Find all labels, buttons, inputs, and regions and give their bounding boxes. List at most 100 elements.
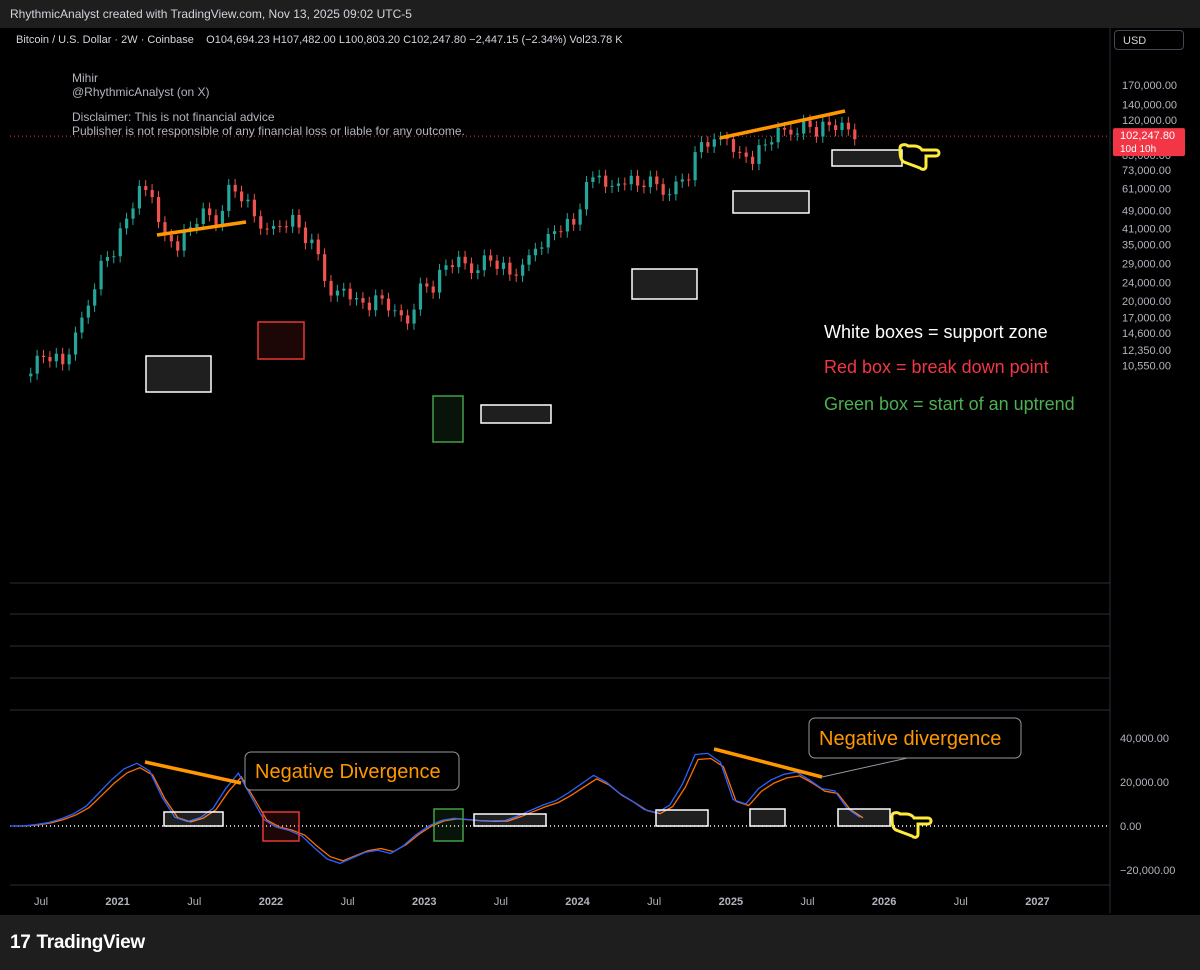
candle-body	[35, 355, 39, 374]
candle-body	[495, 260, 499, 269]
candle-body	[840, 122, 844, 131]
candle-body	[67, 354, 71, 365]
candle-body	[616, 183, 621, 186]
candle-body	[731, 139, 736, 152]
attribution-bar: RhythmicAnalyst created with TradingView…	[0, 0, 1200, 28]
candle-body	[610, 185, 614, 187]
candle-body	[386, 298, 391, 311]
candle-body	[278, 226, 282, 228]
candle-body	[73, 332, 78, 355]
candle-body	[163, 222, 167, 236]
candle-body	[463, 256, 467, 264]
negative-divergence-callout-box	[244, 751, 460, 791]
candle-body	[93, 289, 97, 306]
uptrend-box	[432, 395, 464, 443]
time-axis-label: 2022	[259, 896, 283, 908]
price-axis-label: 41,000.00	[1122, 224, 1171, 236]
time-axis-label: 2024	[565, 896, 590, 908]
candle-body	[687, 179, 691, 181]
candle-body	[751, 156, 755, 164]
current-price-value: 102,247.80	[1120, 130, 1175, 142]
candle-body	[712, 139, 716, 147]
axes: 170,000.00140,000.00120,000.0085,000.007…	[34, 80, 1185, 908]
indicator-pane: Negative Divergence Negative divergence	[10, 717, 1110, 865]
candle-body	[425, 283, 429, 287]
candle-body	[99, 260, 103, 290]
candle-body	[112, 256, 116, 258]
negative-divergence-callout-label: Negative Divergence	[255, 761, 441, 783]
candle-body	[156, 197, 161, 223]
candle-body	[361, 298, 365, 303]
candle-body	[655, 176, 659, 185]
candle-body	[527, 255, 531, 265]
author-name: Mihir	[72, 71, 98, 85]
candle-body	[438, 269, 442, 293]
candle-body	[284, 226, 288, 228]
candle-body	[367, 302, 371, 311]
time-axis-label: 2025	[719, 896, 743, 908]
candle-body	[297, 214, 301, 228]
pointing-hand-icon	[898, 143, 941, 171]
candle-body	[354, 298, 359, 300]
negative-divergence-callout-label: Negative divergence	[819, 728, 1001, 750]
indicator-zone-box	[433, 808, 464, 842]
candle-body	[565, 218, 569, 232]
disclaimer-line-1: Disclaimer: This is not financial advice	[72, 110, 275, 124]
candle-body	[489, 255, 493, 261]
price-axis-label: 14,600.00	[1122, 328, 1171, 340]
price-axis-label: 73,000.00	[1122, 165, 1171, 177]
candle-body	[521, 264, 525, 276]
candle-body	[782, 127, 787, 130]
indicator-main-line	[10, 752, 861, 865]
candle-body	[795, 133, 799, 135]
candle-body	[661, 184, 665, 195]
candle-body	[546, 233, 550, 248]
currency-button[interactable]: USD	[1114, 30, 1184, 50]
candle-body	[514, 274, 518, 276]
candle-body	[42, 355, 46, 358]
indicator-axis-label: 20,000.00	[1120, 777, 1169, 789]
candle-body	[431, 286, 435, 293]
grid-layer	[10, 28, 1111, 913]
candle-body	[259, 216, 263, 229]
candle-body	[469, 263, 474, 274]
price-axis-label: 29,000.00	[1122, 259, 1171, 271]
candle-body	[591, 177, 595, 182]
candle-body	[553, 231, 557, 234]
candle-body	[680, 179, 684, 182]
time-axis-label: Jul	[34, 896, 48, 908]
candle-body	[227, 184, 231, 211]
candle-body	[214, 215, 218, 225]
ohlc-values: O104,694.23 H107,482.00 L100,803.20 C102…	[206, 34, 623, 46]
candle-body	[399, 310, 403, 316]
indicator-axis-label: −20,000.00	[1120, 865, 1175, 877]
candle-body	[252, 199, 256, 217]
candle-body	[418, 283, 423, 310]
candle-body	[86, 305, 90, 318]
price-axis-label: 140,000.00	[1122, 99, 1177, 111]
candle-body	[393, 310, 397, 312]
candle-body	[846, 122, 851, 130]
zone-boxes	[145, 149, 903, 443]
chart-svg[interactable]: 170,000.00140,000.00120,000.0085,000.007…	[0, 0, 1200, 915]
candle-body	[329, 280, 333, 296]
candle-body	[457, 256, 461, 268]
candle-body	[271, 226, 276, 229]
attribution-text: RhythmicAnalyst created with TradingView…	[10, 7, 412, 21]
price-axis-label: 17,000.00	[1122, 313, 1171, 325]
indicator-zone-box	[655, 809, 709, 827]
candle-body	[834, 125, 838, 131]
candle-body	[291, 214, 295, 227]
symbol-name: Bitcoin / U.S. Dollar · 2W · Coinbase	[16, 34, 194, 46]
candle-body	[406, 315, 410, 324]
pointing-hand-icon	[890, 811, 933, 839]
candle-body	[763, 144, 767, 146]
candle-body	[80, 317, 84, 333]
candle-body	[323, 254, 327, 281]
candle-body	[629, 175, 633, 185]
overlays	[156, 109, 941, 839]
support-zone-box	[480, 404, 552, 424]
candle-body	[623, 183, 627, 185]
candle-body	[584, 181, 589, 210]
candle-body	[195, 223, 199, 228]
